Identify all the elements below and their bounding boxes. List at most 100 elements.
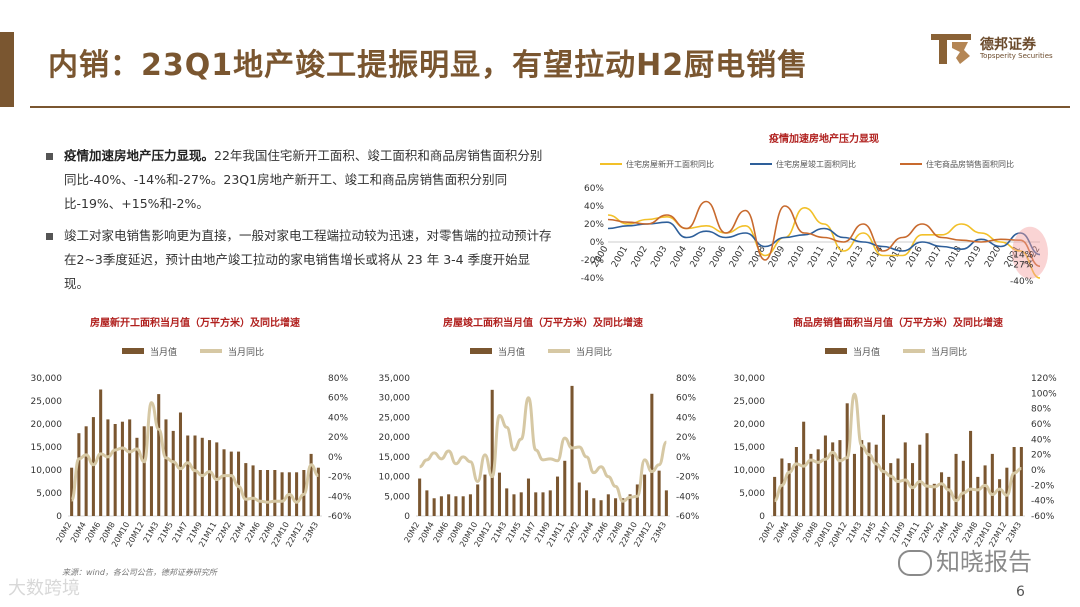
- bar: [454, 496, 458, 516]
- page-title: 内销：23Q1地产竣工提振明显，有望拉动H2厨电销售: [48, 48, 809, 83]
- bar: [113, 424, 117, 516]
- left-y-tick-label: 0: [759, 512, 765, 522]
- bar: [142, 426, 146, 516]
- left-y-tick-label: 5,000: [36, 489, 62, 499]
- x-tick-label: 2003: [649, 245, 669, 270]
- bar: [577, 482, 581, 516]
- bar: [244, 463, 248, 516]
- bar: [186, 435, 190, 516]
- chart-title: 房屋竣工面积当月值（万平方米）及同比增速: [443, 316, 643, 329]
- bar: [120, 421, 124, 516]
- y-tick-label: -20%: [581, 256, 605, 266]
- bullet-item-1: 疫情加速房地产压力显现。22年我国住宅新开工面积、竣工面积和商品房销售面积分别同…: [46, 144, 552, 216]
- bar: [534, 492, 538, 516]
- chart-title: 商品房销售面积当月值（万平方米）及同比增速: [793, 316, 1003, 329]
- legend-bar-swatch: [825, 348, 847, 354]
- x-tick-label: 23M3: [301, 521, 320, 545]
- bar: [983, 465, 987, 516]
- left-y-tick-label: 20,000: [31, 420, 63, 430]
- bar: [251, 465, 255, 516]
- left-y-tick-label: 5,000: [739, 489, 765, 499]
- right-y-tick-label: -60%: [676, 512, 700, 522]
- legend-label-1: 住宅房屋竣工面积同比: [776, 159, 856, 169]
- bar: [178, 412, 183, 516]
- bar: [106, 419, 110, 516]
- legend-line-label: 当月同比: [931, 346, 967, 358]
- right-y-tick-label: 20%: [676, 433, 696, 443]
- bar: [650, 393, 654, 516]
- series-line-2: [607, 200, 1041, 268]
- bar: [309, 453, 313, 516]
- x-tick-label: 2001: [610, 245, 630, 270]
- y-tick-label: -40%: [581, 274, 605, 284]
- company-logo: 德邦证券 Topsperity Securities: [930, 28, 1070, 72]
- source-note: 来源：wind，各公司公告，德邦证券研究所: [62, 568, 217, 577]
- bar: [896, 458, 900, 516]
- bar: [497, 472, 501, 516]
- yoy-line: [773, 392, 1022, 503]
- bar: [838, 440, 842, 516]
- line-chart-title: 疫情加速房地产压力显现: [769, 132, 879, 145]
- bar: [867, 442, 871, 516]
- left-y-tick-label: 35,000: [379, 374, 411, 384]
- right-y-tick-label: 40%: [676, 413, 696, 423]
- bar: [940, 472, 944, 516]
- annotation-label: -14%: [1010, 251, 1034, 261]
- bar-chart-completion-panel: 房屋竣工面积当月值（万平方米）及同比增速 当月值 当月同比 0 5,000 10,000 1…: [370, 310, 715, 562]
- bar: [135, 437, 139, 516]
- left-y-tick-label: 15,000: [31, 443, 63, 453]
- series-line-1: [607, 221, 1041, 256]
- bar: [273, 470, 277, 516]
- bar: [961, 460, 965, 516]
- x-tick-label: 2005: [689, 245, 709, 270]
- bar: [128, 419, 132, 516]
- bar: [461, 496, 465, 516]
- x-tick-label: 2002: [630, 245, 650, 270]
- bar: [635, 484, 639, 516]
- bar: [432, 498, 436, 516]
- right-y-tick-label: -20%: [1031, 481, 1055, 491]
- left-y-tick-label: 30,000: [31, 374, 63, 384]
- bar: [84, 426, 88, 516]
- bar: [548, 490, 552, 516]
- watermark-left: 大数跨境: [8, 578, 80, 599]
- left-y-tick-label: 5,000: [384, 492, 410, 502]
- bar: [773, 476, 777, 516]
- right-y-tick-label: 40%: [1031, 435, 1051, 445]
- bullet-square-icon: [46, 153, 53, 160]
- bar: [860, 440, 864, 516]
- y-tick-label: 60%: [584, 184, 604, 194]
- bar: [316, 467, 320, 516]
- left-y-tick-label: 25,000: [734, 397, 766, 407]
- right-y-tick-label: 60%: [676, 394, 696, 404]
- x-tick-label: 2007: [728, 245, 748, 270]
- bar: [881, 414, 886, 516]
- bar: [157, 394, 161, 516]
- bar: [91, 417, 95, 516]
- bar: [164, 419, 168, 516]
- left-y-tick-label: 10,000: [734, 466, 766, 476]
- bar: [932, 483, 936, 516]
- bar: [193, 435, 197, 516]
- bar: [794, 447, 798, 516]
- legend-line-label: 当月同比: [576, 346, 612, 358]
- bar: [171, 430, 175, 516]
- right-y-tick-label: 40%: [328, 413, 348, 423]
- bar: [149, 426, 153, 516]
- right-y-tick-label: 80%: [1031, 405, 1051, 415]
- bullet-square-icon: [46, 233, 53, 240]
- bar: [585, 490, 589, 516]
- bar: [823, 435, 827, 516]
- legend-label-0: 住宅房屋新开工面积同比: [626, 159, 714, 169]
- right-y-tick-label: -40%: [676, 492, 700, 502]
- bar: [592, 498, 596, 516]
- x-tick-label: 2020: [983, 244, 1003, 269]
- logo-name-en: Topsperity Securities: [980, 52, 1053, 60]
- bar: [476, 484, 480, 516]
- bar: [70, 467, 74, 516]
- bar: [599, 500, 603, 516]
